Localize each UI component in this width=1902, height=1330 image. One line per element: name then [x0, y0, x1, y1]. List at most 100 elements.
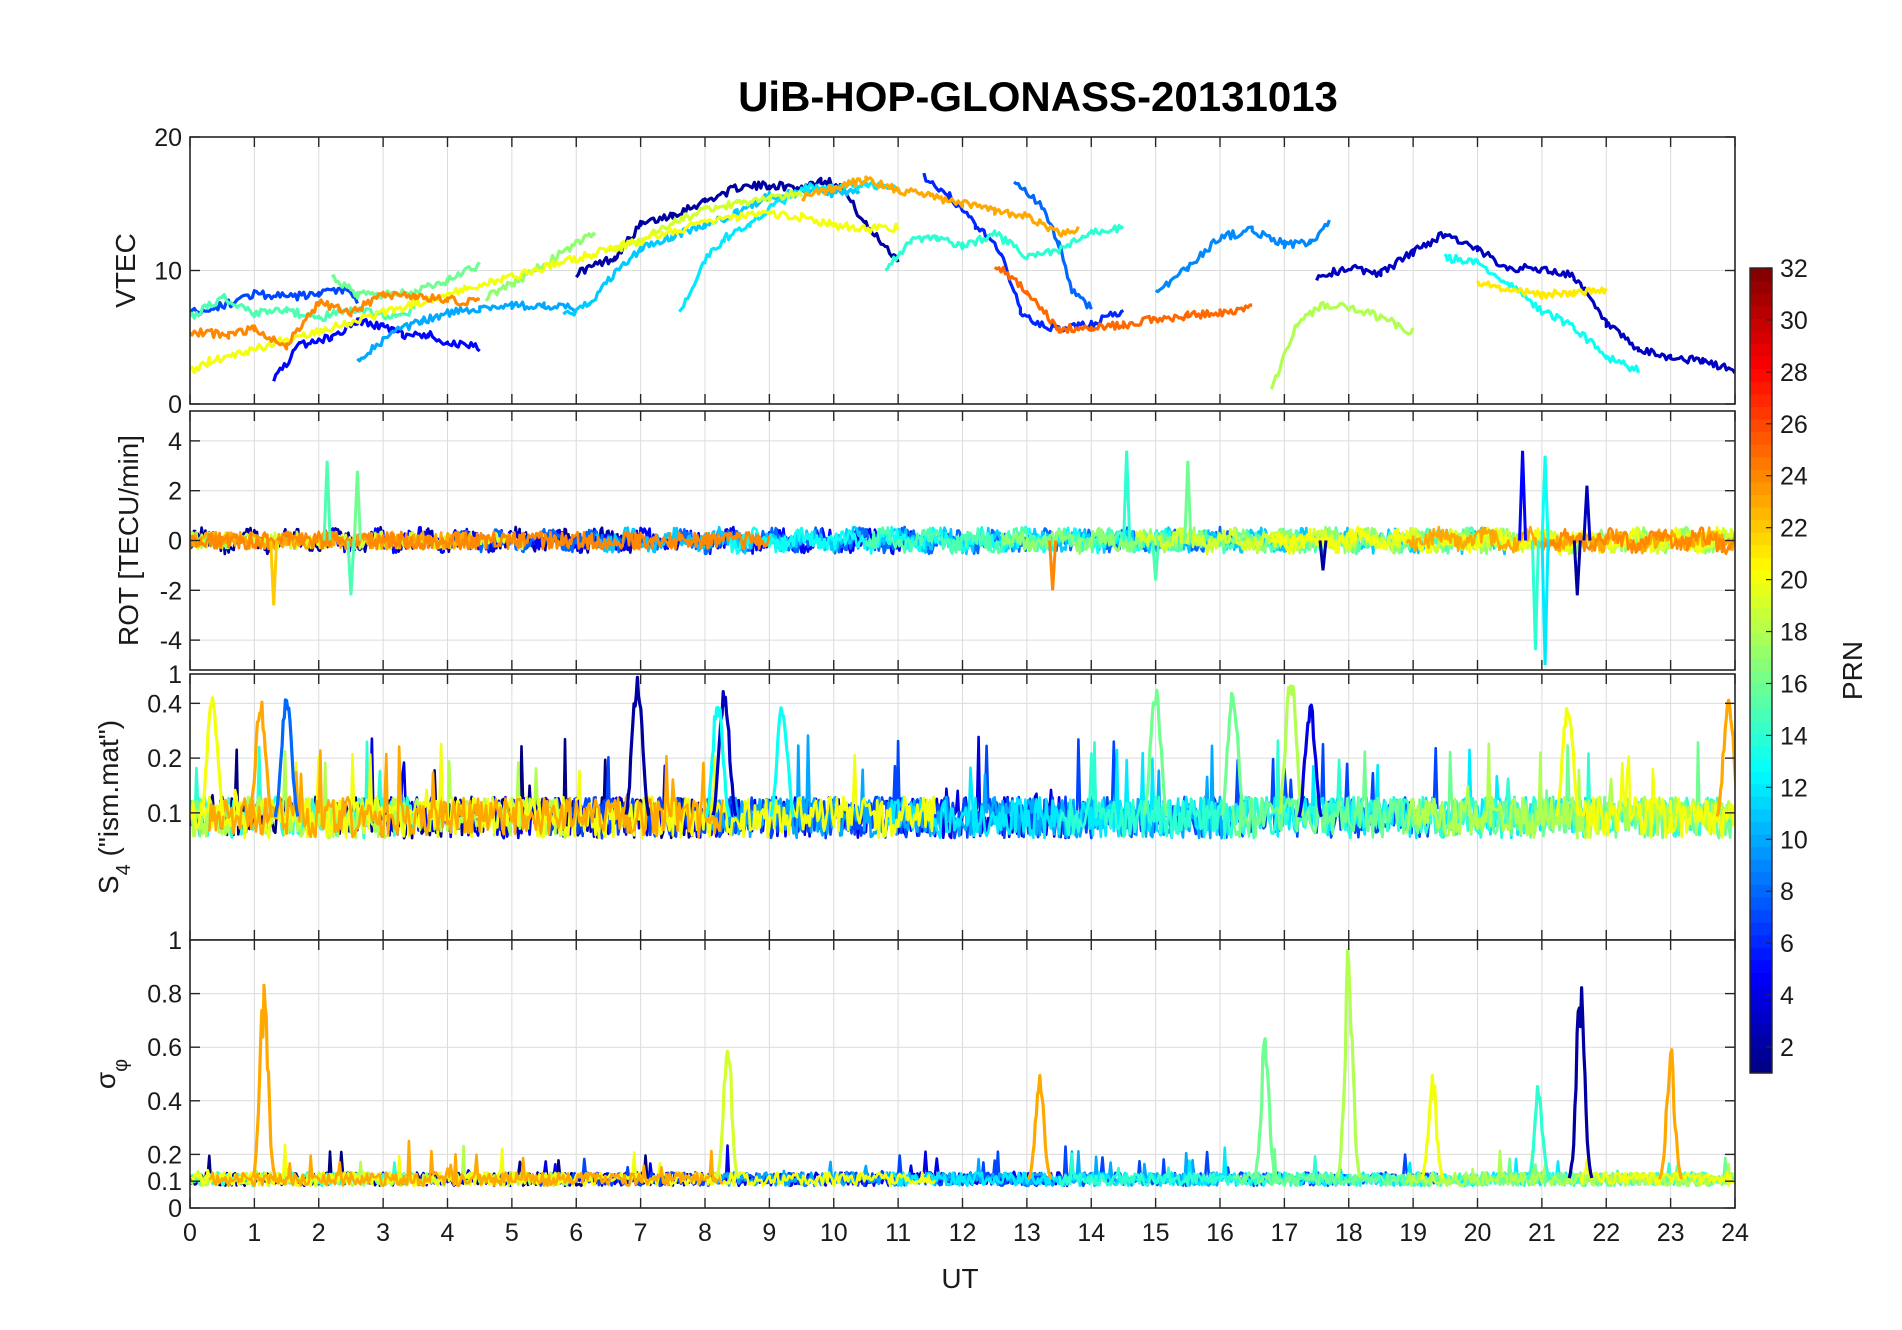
colorbar-segment — [1750, 532, 1772, 546]
series-line-prn-17 — [484, 232, 597, 302]
y-tick-label: 0 — [168, 391, 182, 419]
peak-prn-8 — [273, 698, 300, 818]
colorbar-frame — [1749, 267, 1773, 1074]
y-tick-label: 0.8 — [147, 981, 182, 1009]
colorbar-tick-label: 22 — [1780, 515, 1808, 543]
peak-prn-18 — [1336, 949, 1362, 1179]
colorbar-segment — [1750, 506, 1772, 521]
peak-prn-2 — [624, 675, 651, 816]
rot-trace-prn-11 — [594, 525, 1530, 556]
colorbar-segment — [1750, 972, 1772, 986]
y-axis-label: VTEC — [110, 233, 141, 308]
colorbar-segment — [1750, 745, 1772, 760]
x-tick-label: 1 — [247, 1219, 261, 1247]
colorbar-segment — [1750, 758, 1772, 772]
x-tick-label: 4 — [441, 1219, 455, 1247]
rot-spike-prn-3 — [1582, 485, 1592, 541]
y-tick-label: 0.1 — [147, 800, 182, 828]
x-tick-label: 18 — [1335, 1219, 1363, 1247]
x-tick-label: 10 — [820, 1219, 848, 1247]
colorbar-tick-label: 30 — [1780, 307, 1808, 335]
x-tick-label: 16 — [1206, 1219, 1234, 1247]
colorbar-segment — [1750, 494, 1772, 508]
colorbar-segment — [1750, 984, 1772, 999]
x-tick-labels: 0 1 2 3 4 5 6 7 8 9 10 11 12 13 14 15 16 17 18 19 20 21 22 23 24 — [183, 1219, 1749, 1247]
series-line-prn-6 — [922, 172, 1125, 333]
y-tick-label: 0 — [168, 528, 182, 556]
series-line-prn-9 — [1154, 219, 1331, 294]
colorbar-tick-label: 32 — [1780, 255, 1808, 283]
panel-data — [190, 949, 1735, 1188]
colorbar-segment — [1750, 896, 1772, 911]
colorbar-segment — [1750, 343, 1772, 357]
colorbar-segment — [1750, 557, 1772, 571]
colorbar-segment — [1750, 720, 1772, 734]
y-axis-label-sub: 4 — [113, 864, 135, 875]
colorbar-segment — [1750, 607, 1772, 621]
colorbar-segment — [1750, 947, 1772, 961]
colorbar-tick-label: 28 — [1780, 359, 1808, 387]
peak-prn-2 — [1567, 986, 1594, 1179]
colorbar-segment — [1750, 595, 1772, 609]
y-tick-label-top: 1 — [168, 661, 182, 689]
x-tick-label: 13 — [1013, 1219, 1041, 1247]
rot-spike-prn-13 — [1540, 455, 1550, 541]
colorbar-segment — [1750, 909, 1772, 923]
trace-prn-20 — [190, 1143, 1735, 1188]
colorbar-segment — [1750, 934, 1772, 948]
y-tick-label: 4 — [168, 428, 182, 456]
series-line-prn-25 — [993, 265, 1253, 334]
colorbar-segment — [1750, 834, 1772, 848]
colorbar-tick-label: 6 — [1780, 930, 1794, 958]
panel-data — [190, 172, 1735, 390]
x-tick-label: 15 — [1142, 1219, 1170, 1247]
peak-prn-13 — [705, 705, 731, 818]
rot-spike-prn-2 — [1572, 540, 1582, 596]
colorbar-segment — [1750, 1060, 1772, 1074]
peak-prn-23 — [1657, 1048, 1684, 1180]
x-tick-label: 2 — [312, 1219, 326, 1247]
rot-spike-prn-15 — [1151, 540, 1161, 581]
colorbar-tick-label: 18 — [1780, 619, 1808, 647]
panel-s4: 0.1 0.2 0.41 S4 ("ism.mat") — [93, 661, 1736, 941]
colorbar-segment — [1750, 1022, 1772, 1036]
y-tick-label: 2 — [168, 478, 182, 506]
colorbar-segment — [1750, 632, 1772, 646]
rot-spike-prn-16 — [352, 470, 362, 541]
colorbar-segment — [1750, 431, 1772, 445]
rot-spike-prn-15 — [346, 540, 356, 596]
colorbar-segment — [1750, 481, 1772, 496]
rot-spike-prn-22 — [269, 540, 279, 606]
y-tick-label: 0.2 — [147, 1141, 182, 1169]
colorbar-tick-label: 8 — [1780, 878, 1794, 906]
rot-spike-prn-12 — [1540, 540, 1550, 666]
colorbar-segment — [1750, 569, 1772, 584]
colorbar-tick-label: 26 — [1780, 411, 1808, 439]
colorbar-segment — [1750, 620, 1772, 634]
x-tick-label: 11 — [885, 1219, 911, 1247]
rot-spike-prn-24 — [1048, 540, 1058, 591]
colorbar-segment — [1750, 268, 1772, 282]
series-line-prn-13 — [1443, 253, 1640, 374]
colorbar-segment — [1750, 771, 1772, 785]
colorbar-label: PRN — [1837, 641, 1868, 700]
x-tick-label: 21 — [1528, 1219, 1556, 1247]
x-axis-label: UT — [941, 1263, 978, 1294]
y-axis-label-sub: φ — [110, 1059, 132, 1072]
colorbar-segment — [1750, 444, 1772, 458]
colorbar-tick-label: 16 — [1780, 670, 1808, 698]
colorbar-segment — [1750, 783, 1772, 797]
colorbar-segment — [1750, 796, 1772, 810]
y-tick-label: 0.4 — [147, 1088, 182, 1116]
x-tick-label: 20 — [1464, 1219, 1492, 1247]
peak-prn-20 — [199, 696, 226, 817]
rot-spike-prn-16 — [1183, 460, 1193, 541]
series-line-prn-10 — [356, 300, 577, 363]
colorbar-segment — [1750, 708, 1772, 722]
y-axis-label: σφ — [90, 1059, 132, 1089]
colorbar-segment — [1750, 381, 1772, 395]
colorbar-segment — [1750, 657, 1772, 672]
panel-sigma_phi: 00.10.2 0.4 0.6 0.8 1 σφ — [90, 927, 1736, 1223]
x-tick-label: 8 — [698, 1219, 712, 1247]
